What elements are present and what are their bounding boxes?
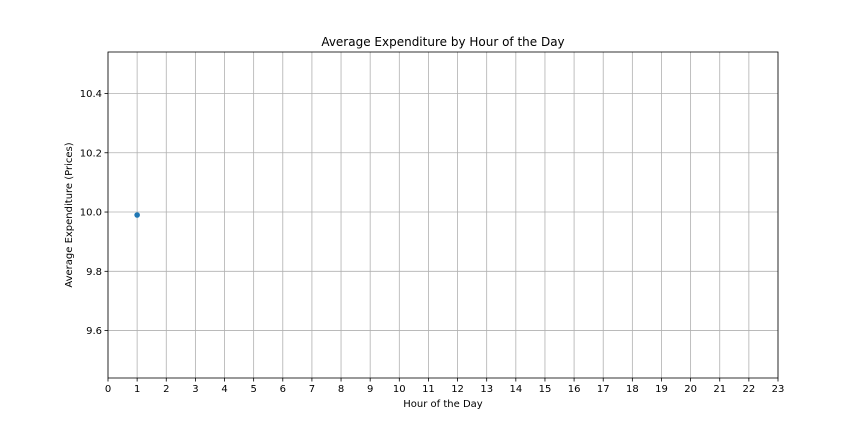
data-point	[134, 212, 140, 218]
x-tick-label: 0	[105, 384, 111, 395]
x-tick-label: 21	[713, 384, 726, 395]
x-tick-label: 15	[539, 384, 552, 395]
x-tick-label: 4	[221, 384, 227, 395]
x-tick-label: 16	[568, 384, 581, 395]
grid	[107, 52, 779, 378]
x-tick-label: 23	[772, 384, 785, 395]
x-tick-label: 12	[451, 384, 464, 395]
x-tick-label: 14	[509, 384, 522, 395]
x-tick-label: 22	[743, 384, 756, 395]
x-tick-label: 6	[280, 384, 286, 395]
y-tick-label: 10.0	[80, 208, 102, 219]
data-points	[134, 212, 140, 218]
x-tick-label: 13	[480, 384, 493, 395]
x-tick-label: 7	[309, 384, 315, 395]
x-tick-label: 18	[626, 384, 639, 395]
chart-title: Average Expenditure by Hour of the Day	[321, 35, 564, 49]
plot-frame	[107, 51, 779, 379]
x-tick-label: 5	[250, 384, 256, 395]
x-axis-ticks: 0 1 2 3 4 5 6 7 8 9 10 11 12 13 14 15 16 17 18 19 20 21 22 23	[105, 378, 785, 395]
x-tick-label: 3	[192, 384, 198, 395]
x-tick-label: 10	[393, 384, 406, 395]
x-tick-label: 20	[684, 384, 697, 395]
y-tick-label: 10.2	[80, 148, 102, 159]
x-tick-label: 17	[597, 384, 610, 395]
y-axis-label: Average Expenditure (Prices)	[64, 142, 75, 287]
x-tick-label: 1	[134, 384, 140, 395]
y-tick-label: 10.4	[80, 89, 102, 100]
y-axis-ticks: 9.6 9.8 10.0 10.2 10.4	[80, 89, 108, 337]
x-tick-label: 11	[422, 384, 435, 395]
x-tick-label: 2	[163, 384, 169, 395]
x-tick-label: 8	[338, 384, 344, 395]
x-axis-label: Hour of the Day	[403, 399, 483, 410]
y-tick-label: 9.8	[86, 267, 102, 278]
y-tick-label: 9.6	[86, 326, 102, 337]
x-tick-label: 9	[367, 384, 373, 395]
x-tick-label: 19	[655, 384, 668, 395]
